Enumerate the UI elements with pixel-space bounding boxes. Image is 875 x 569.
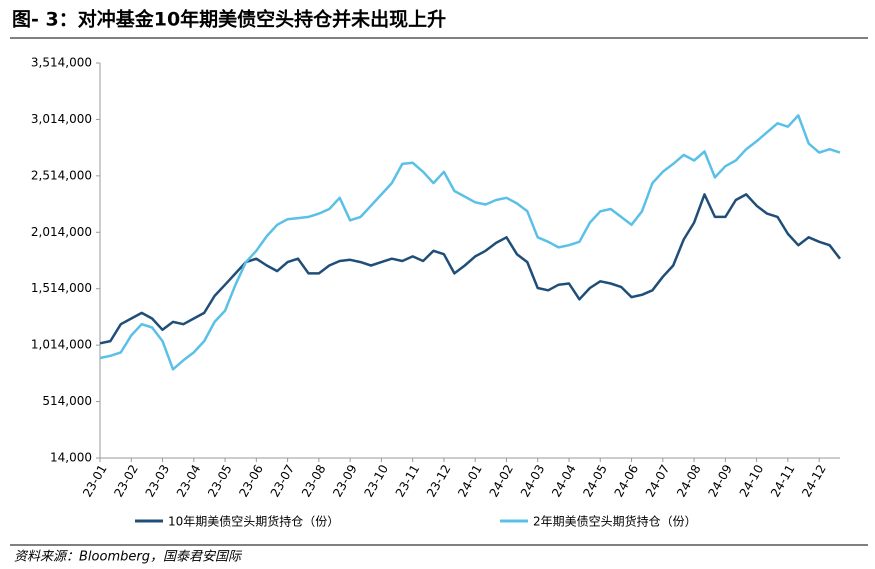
x-tick-label: 23-12 xyxy=(424,462,454,499)
y-tick-label: 1,014,000 xyxy=(31,338,92,352)
x-tick-label: 24-10 xyxy=(737,462,767,499)
x-tick-label: 24-11 xyxy=(768,462,798,499)
x-tick-label: 24-01 xyxy=(455,462,485,499)
x-tick-label: 24-08 xyxy=(674,462,704,499)
y-tick-label: 1,514,000 xyxy=(31,281,92,295)
x-tick-label: 24-05 xyxy=(580,462,610,499)
x-tick-label: 23-10 xyxy=(361,462,391,499)
x-tick-label: 23-11 xyxy=(393,462,423,499)
x-tick-label: 23-07 xyxy=(268,462,298,499)
chart-title: 图- 3：对冲基金10年期美债空头持仓并未出现上升 xyxy=(12,8,446,31)
legend-label: 2年期美债空头期货持仓（份） xyxy=(533,514,697,529)
y-tick-label: 514,000 xyxy=(42,394,92,408)
legend-label: 10年期美债空头期货持仓（份） xyxy=(168,514,339,529)
series-line xyxy=(99,193,841,345)
x-tick-label: 23-08 xyxy=(299,462,329,499)
x-tick-label: 23-09 xyxy=(330,462,360,499)
x-tick-label: 23-02 xyxy=(111,462,141,499)
y-tick-label: 3,514,000 xyxy=(31,56,92,70)
x-tick-label: 24-02 xyxy=(487,462,517,499)
x-tick-label: 23-03 xyxy=(143,462,173,499)
x-tick-label: 24-04 xyxy=(549,462,579,499)
x-tick-label: 23-06 xyxy=(236,462,266,499)
y-tick-label: 2,514,000 xyxy=(31,168,92,182)
x-tick-label: 24-06 xyxy=(612,462,642,499)
y-tick-label: 14,000 xyxy=(50,451,92,465)
y-tick-label: 2,014,000 xyxy=(31,225,92,239)
x-tick-label: 24-03 xyxy=(518,462,548,499)
x-tick-label: 23-04 xyxy=(174,462,204,499)
x-tick-label: 23-05 xyxy=(205,462,235,499)
x-tick-label: 23-01 xyxy=(80,462,110,499)
source: 资料来源：Bloomberg，国泰君安国际 xyxy=(14,550,243,565)
series-line xyxy=(99,114,841,371)
x-tick-label: 24-09 xyxy=(705,462,735,499)
y-tick-label: 3,014,000 xyxy=(31,112,92,126)
x-tick-label: 24-12 xyxy=(799,462,829,499)
x-tick-label: 24-07 xyxy=(643,462,673,499)
